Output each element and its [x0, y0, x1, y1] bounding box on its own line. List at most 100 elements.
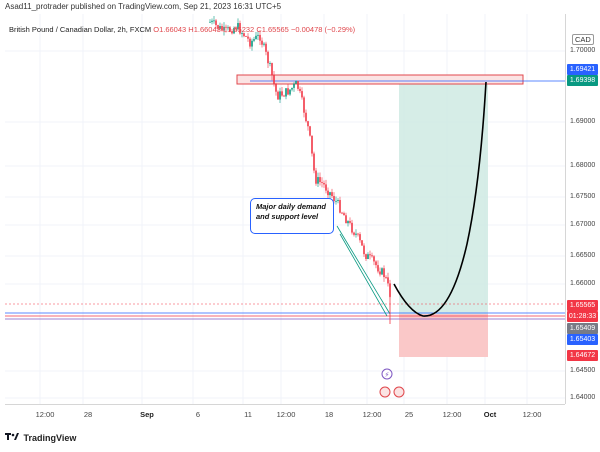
candle-body: [343, 213, 345, 216]
price-tick-label: 1.66000: [570, 280, 596, 287]
candle-body: [215, 20, 217, 26]
symbol-name: British Pound / Canadian Dollar, 2h, FXC…: [9, 25, 152, 34]
candle-body: [361, 240, 363, 246]
candle-body: [323, 182, 325, 185]
candle-body: [241, 33, 243, 34]
candle-body: [325, 184, 327, 191]
candle-body: [237, 23, 239, 30]
candle-body: [377, 265, 379, 272]
candle-body: [283, 95, 285, 97]
price-axis[interactable]: CAD 1.70000 1.69000 1.68000 1.67500 1.67000 1…: [565, 14, 600, 404]
candle-body: [295, 81, 297, 84]
time-tick-label: 12:00: [276, 410, 296, 419]
candles: [209, 16, 391, 324]
candle-body: [309, 126, 311, 136]
candle-body: [387, 277, 389, 284]
time-tick-label: 18: [324, 410, 334, 419]
candle-body: [305, 112, 307, 122]
tradingview-logo-icon: [5, 432, 19, 443]
candle-body: [379, 271, 381, 275]
candle-body: [233, 27, 235, 34]
candle-body: [219, 26, 221, 29]
candle-body: [371, 255, 373, 257]
candle-body: [271, 63, 273, 76]
candle-body: [341, 212, 343, 214]
currency-label[interactable]: CAD: [572, 34, 594, 45]
candle-body: [211, 20, 213, 22]
candle-body: [337, 200, 339, 201]
time-tick-label: 25: [404, 410, 414, 419]
price-tick-label: 1.67500: [570, 193, 596, 200]
candle-body: [367, 254, 369, 260]
publish-text: Asad11_protrader published on TradingVie…: [5, 2, 282, 11]
event-lightning-glyph: ⚡: [385, 371, 390, 379]
candle-body: [275, 83, 277, 92]
event-flag-icon-1: [379, 386, 391, 398]
open-value: O1.66043: [153, 25, 187, 34]
candle-body: [229, 27, 231, 32]
candle-body: [217, 25, 219, 29]
candle-body: [329, 192, 331, 196]
candle-body: [349, 221, 351, 223]
candle-body: [235, 27, 237, 30]
supply-zone: [236, 74, 524, 85]
projection-curve: [393, 81, 487, 317]
candle-body: [347, 221, 349, 224]
candle-body: [345, 215, 347, 224]
candle-body: [313, 153, 315, 171]
candle-body: [297, 81, 299, 89]
time-axis[interactable]: 12:00 28 Sep 6 11 12:00 18 12:00 25 12:00 Oct 12:00: [5, 404, 565, 427]
candle-body: [223, 26, 225, 31]
candle-body: [257, 34, 259, 36]
time-tick-label: 12:00: [35, 410, 55, 419]
tradingview-brand-text: TradingView: [23, 433, 77, 443]
candle-body: [289, 89, 291, 95]
chart-canvas[interactable]: ⚡: [5, 14, 565, 404]
price-badge: 1.69421: [567, 64, 598, 75]
candle-body: [315, 170, 317, 184]
candle-body: [385, 277, 387, 278]
time-tick-label: 12:00: [442, 410, 462, 419]
price-tick-label: 1.69000: [570, 118, 596, 125]
candle-body: [291, 87, 293, 90]
candle-body: [355, 233, 357, 235]
trend-line: [339, 233, 388, 317]
price-badge: 1.65565: [567, 300, 598, 311]
tradingview-brand[interactable]: TradingView: [5, 432, 76, 443]
candle-body: [259, 34, 261, 41]
candle-body: [253, 39, 255, 41]
annotation-text: Major daily demand and support level: [256, 202, 327, 221]
change-value: −0.00478 (−0.29%): [290, 25, 356, 34]
candle-body: [285, 88, 287, 97]
candle-body: [327, 190, 329, 196]
candle-body: [239, 23, 241, 34]
price-tick-label: 1.66500: [570, 252, 596, 259]
candle-body: [273, 75, 275, 84]
candle-body: [255, 35, 257, 40]
trend-line-2: [336, 225, 391, 315]
time-tick-label: 6: [195, 410, 201, 419]
candle-body: [231, 31, 233, 34]
candle-body: [249, 38, 251, 47]
price-tick-label: 1.64000: [570, 394, 596, 401]
annotation-callout[interactable]: Major daily demand and support level: [250, 198, 334, 234]
symbol-legend[interactable]: British Pound / Canadian Dollar, 2h, FXC…: [9, 25, 355, 34]
price-badge: 1.65403: [567, 334, 598, 345]
candle-body: [359, 234, 361, 241]
time-tick-label: 12:00: [522, 410, 542, 419]
candle-body: [375, 261, 377, 266]
candle-body: [339, 200, 341, 213]
candle-body: [299, 88, 301, 92]
candle-body: [351, 222, 353, 233]
price-badge: 01:28:33: [567, 311, 598, 322]
candle-body: [333, 196, 335, 202]
candle-body: [213, 20, 215, 22]
candle-body: [383, 268, 385, 278]
candle-body: [373, 256, 375, 262]
candle-body: [221, 26, 223, 31]
candle-body: [301, 91, 303, 98]
candle-body: [293, 83, 295, 88]
candle-body: [277, 91, 279, 100]
candle-body: [243, 33, 245, 37]
candle-body: [251, 40, 253, 47]
